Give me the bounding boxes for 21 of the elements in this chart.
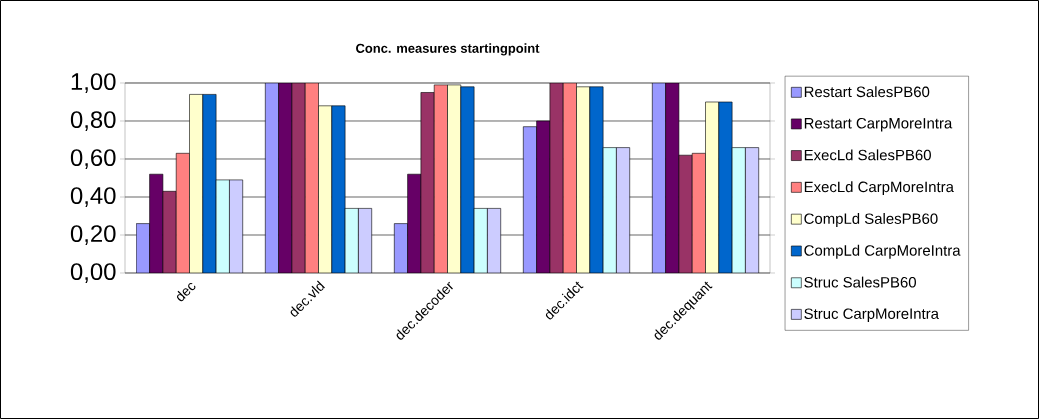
y-tick-label: 0,60 — [70, 149, 116, 169]
legend-label: ExecLd SalesPB60 — [804, 149, 931, 161]
legend-label: Restart SalesPB60 — [804, 86, 930, 98]
legend-label: CompLd SalesPB60 — [804, 213, 938, 227]
y-tick-label: 0,80 — [70, 111, 116, 131]
y-tick-label: 0,20 — [70, 225, 116, 245]
bar — [460, 86, 475, 273]
bar — [331, 105, 346, 273]
legend-label: Struc SalesPB60 — [804, 276, 916, 288]
y-tick-label: 0,40 — [70, 187, 116, 207]
bar — [576, 86, 591, 273]
legend-label: CompLd CarpMoreIntra — [804, 244, 961, 259]
bar — [318, 105, 333, 273]
legend-label: Struc CarpMoreIntra — [804, 308, 939, 322]
bar — [589, 86, 604, 273]
legend-label: Restart CarpMoreIntra — [804, 117, 953, 132]
legend-label: ExecLd CarpMoreIntra — [804, 181, 954, 196]
chart-title: Conc. measures startingpoint — [356, 43, 540, 56]
y-tick-label: 1,00 — [71, 73, 116, 93]
y-tick-label: 0,00 — [70, 263, 116, 283]
x-tick-label: dec — [176, 282, 196, 302]
